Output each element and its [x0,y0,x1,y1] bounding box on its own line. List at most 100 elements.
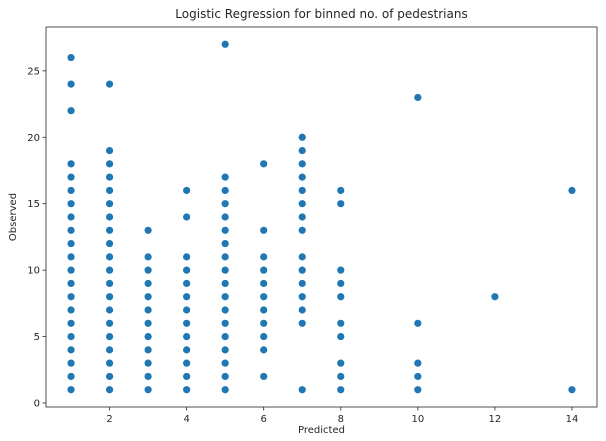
data-point [298,213,306,221]
data-point [298,133,306,141]
y-axis-ticks: 0 5 10 15 20 25 [27,66,46,410]
data-point [105,80,114,88]
data-point [67,372,75,381]
data-point [67,279,75,288]
data-point [144,319,152,327]
data-point [298,186,306,195]
y-tick-label: 20 [27,133,40,144]
data-point [105,359,114,367]
data-point [144,293,152,301]
plot-area [46,27,597,407]
data-point [183,213,191,221]
y-tick-label: 0 [34,399,40,410]
data-point [221,279,229,288]
data-point [414,319,422,327]
data-point [337,319,345,327]
data-point [337,372,345,381]
y-tick-label: 5 [34,332,40,343]
data-point [221,239,229,248]
data-point [144,226,152,234]
data-point [105,346,114,354]
data-point [260,279,268,288]
x-tick-label: 14 [566,414,579,425]
data-point [183,386,191,394]
data-point [144,346,152,354]
data-point [260,332,268,341]
data-point [260,266,268,274]
data-point [491,293,499,301]
data-point [414,359,422,367]
data-point [105,253,114,261]
x-tick-label: 6 [261,414,267,425]
x-tick-label: 8 [338,414,344,425]
data-point [260,226,268,234]
data-point [337,279,345,288]
data-point [221,319,229,327]
data-point [67,332,75,341]
data-point [298,386,306,394]
y-axis-title: Observed [8,193,19,241]
data-point [221,386,229,394]
data-point [414,372,422,381]
data-point [183,306,191,314]
data-point [414,386,422,394]
data-points [67,40,576,394]
data-point [183,186,191,195]
data-point [144,266,152,274]
data-point [144,279,152,288]
data-point [568,386,576,394]
data-point [260,306,268,314]
data-point [67,293,75,301]
data-point [221,186,229,195]
data-point [298,200,306,208]
data-point [67,306,75,314]
data-point [337,359,345,367]
data-point [337,293,345,301]
data-point [298,226,306,234]
data-point [298,160,306,168]
data-point [67,200,75,208]
data-point [260,346,268,354]
data-point [298,253,306,261]
data-point [144,372,152,381]
data-point [105,266,114,274]
data-point [105,279,114,288]
data-point [105,173,114,181]
data-point [221,173,229,181]
data-point [221,293,229,301]
data-point [105,306,114,314]
plot-frame [45,26,598,408]
data-point [183,253,191,261]
data-point [298,319,306,327]
data-point [298,266,306,274]
data-point [67,266,75,274]
data-point [183,372,191,381]
y-tick-label: 10 [27,266,40,277]
x-axis-ticks: 2 4 6 8 10 12 14 [106,407,578,425]
data-point [67,160,75,168]
data-point [221,346,229,354]
data-point [105,372,114,381]
data-point [105,213,114,221]
data-point [67,346,75,354]
data-point [260,372,268,381]
data-point [67,359,75,367]
data-point [105,293,114,301]
data-point [144,332,152,341]
data-point [337,386,345,394]
data-point [260,253,268,261]
data-point [337,186,345,195]
data-point [221,372,229,381]
data-point [105,226,114,234]
data-point [298,293,306,301]
data-point [183,319,191,327]
y-tick-label: 15 [27,199,40,210]
data-point [183,359,191,367]
data-point [260,293,268,301]
data-point [105,332,114,341]
data-point [298,173,306,181]
data-point [221,306,229,314]
data-point [67,53,75,62]
data-point [105,239,114,248]
